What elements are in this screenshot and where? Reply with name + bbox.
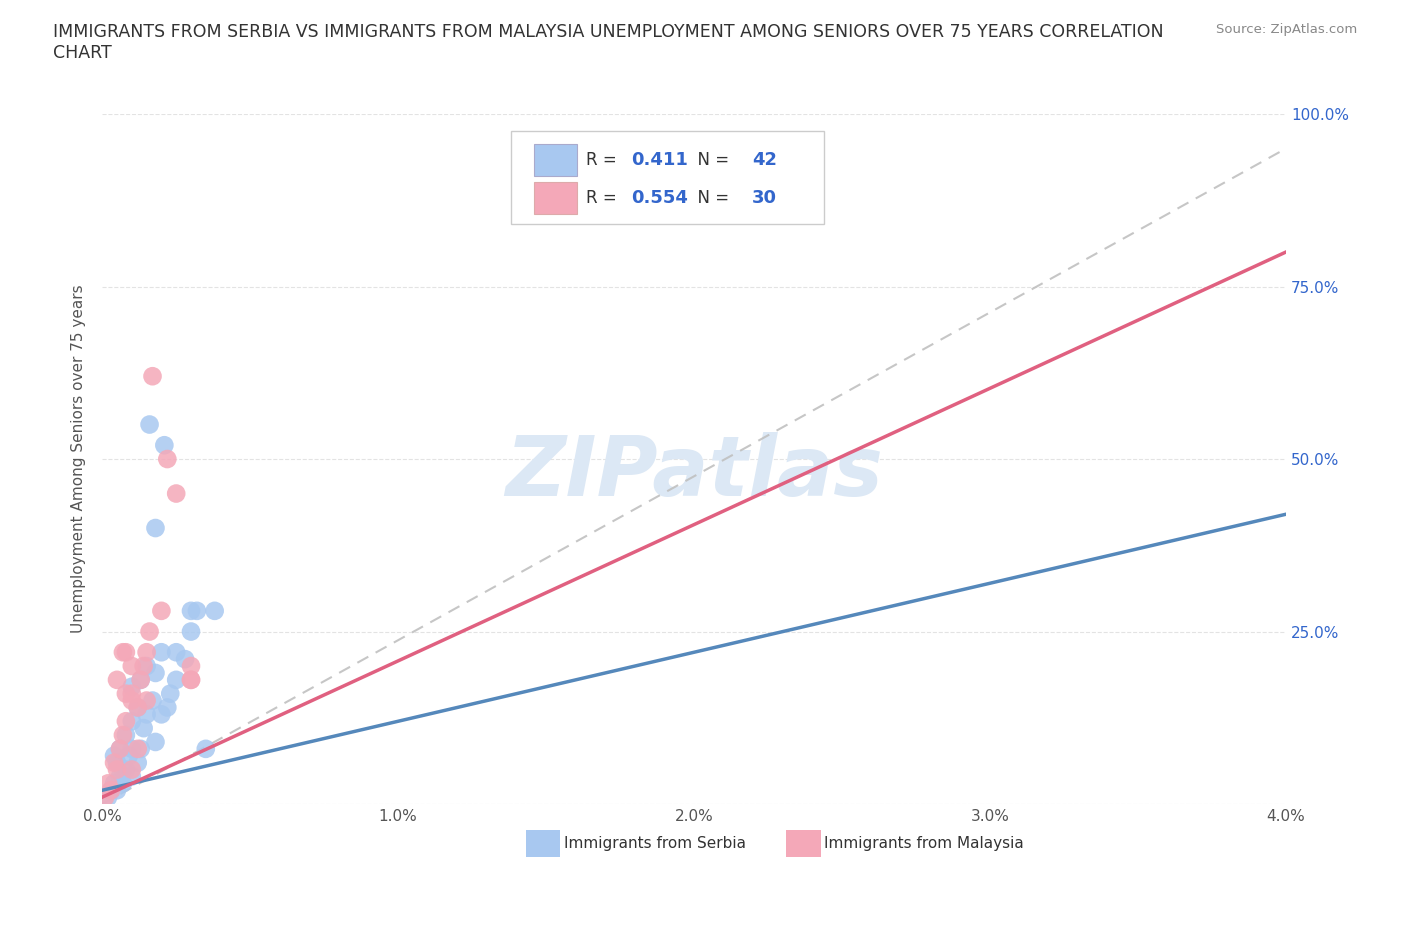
Point [105,672,128,687]
Point [141,693,163,708]
FancyBboxPatch shape [534,181,576,214]
Point [127,755,149,770]
Point [129,672,152,687]
Point [138,417,160,432]
Point [121,679,143,694]
Point [159,686,181,701]
Point [108,741,131,756]
Point [127,700,149,715]
Point [115,727,138,742]
Point [180,624,202,639]
Point [135,693,157,708]
Point [118,749,141,764]
Point [156,452,179,467]
Point [145,666,167,681]
FancyBboxPatch shape [526,830,561,857]
Point [204,604,226,618]
Point [180,658,202,673]
Point [145,735,167,750]
Point [121,741,143,756]
Point [135,707,157,722]
Point [121,686,143,701]
Point [174,652,197,667]
Point [108,769,131,784]
Text: IMMIGRANTS FROM SERBIA VS IMMIGRANTS FROM MALAYSIA UNEMPLOYMENT AMONG SENIORS OV: IMMIGRANTS FROM SERBIA VS IMMIGRANTS FRO… [53,23,1164,41]
Point [121,658,143,673]
Point [186,604,208,618]
Point [132,721,155,736]
Point [115,644,138,659]
Point [138,624,160,639]
Point [135,644,157,659]
FancyBboxPatch shape [534,144,576,176]
Point [121,714,143,729]
Text: 30: 30 [752,189,778,206]
Point [156,700,179,715]
Point [111,776,134,790]
Point [121,769,143,784]
Point [103,776,125,790]
Point [103,749,125,764]
Text: Immigrants from Serbia: Immigrants from Serbia [564,836,745,851]
Point [180,604,202,618]
Point [132,658,155,673]
Point [129,741,152,756]
Point [150,644,173,659]
Point [129,672,152,687]
Point [121,762,143,777]
Text: Immigrants from Malaysia: Immigrants from Malaysia [824,836,1024,851]
Point [97,776,120,790]
Text: R =: R = [586,151,623,169]
Point [115,762,138,777]
FancyBboxPatch shape [510,131,824,224]
Point [105,783,128,798]
Point [180,672,202,687]
Point [145,521,167,536]
Point [111,727,134,742]
Point [115,686,138,701]
Text: 42: 42 [752,151,778,169]
Point [97,790,120,804]
Point [108,741,131,756]
Point [153,438,176,453]
Text: R =: R = [586,189,623,206]
Point [150,707,173,722]
Point [105,762,128,777]
Text: CHART: CHART [53,44,112,61]
Point [121,693,143,708]
Point [105,755,128,770]
Point [165,672,187,687]
Point [135,658,157,673]
Point [194,741,217,756]
Point [180,672,202,687]
Y-axis label: Unemployment Among Seniors over 75 years: Unemployment Among Seniors over 75 years [72,285,86,633]
Point [111,644,134,659]
Point [165,486,187,501]
Point [111,762,134,777]
Point [165,644,187,659]
Point [100,783,122,798]
Point [100,783,122,798]
Text: 0.554: 0.554 [631,189,688,206]
Text: N =: N = [688,189,734,206]
Point [94,790,117,804]
Text: Source: ZipAtlas.com: Source: ZipAtlas.com [1216,23,1357,36]
Text: ZIPatlas: ZIPatlas [505,432,883,513]
Point [115,714,138,729]
Text: N =: N = [688,151,734,169]
Text: 0.411: 0.411 [631,151,688,169]
Point [141,369,163,384]
FancyBboxPatch shape [786,830,821,857]
Point [127,741,149,756]
Point [127,700,149,715]
Point [103,755,125,770]
Point [150,604,173,618]
